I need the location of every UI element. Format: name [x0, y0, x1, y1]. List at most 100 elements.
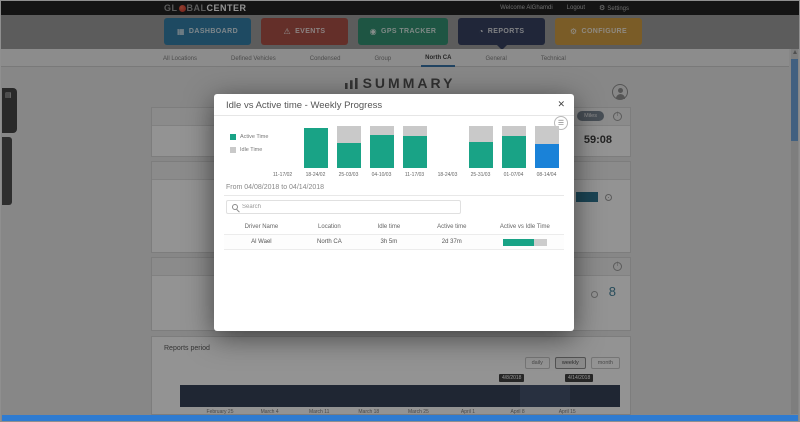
active-segment [369, 135, 394, 168]
legend-item-active[interactable]: Active Time [230, 134, 268, 140]
active-time-cell: 2d 37m [441, 239, 462, 245]
logout-link[interactable]: Logout [566, 5, 586, 11]
gps-pin-icon: ◉ [369, 27, 378, 36]
subnav-tab-defined-vehicles[interactable]: Defined Vehicles [231, 55, 276, 62]
idle-vs-active-modal: Idle vs Active time - Weekly Progress ✕ … [214, 94, 574, 331]
driver-name-cell: Al Wael [251, 239, 272, 245]
active-segment [402, 136, 427, 168]
stacked-bar [436, 126, 460, 168]
bar-slot[interactable]: 08-14/04 [530, 126, 563, 178]
timeline-axis-labels: February 25 March 4 March 11 March 18 March … [152, 409, 632, 417]
timeline-navigator[interactable] [180, 385, 620, 407]
info-icon[interactable] [613, 262, 622, 271]
events-icon: ⚠ [283, 27, 292, 36]
search-input[interactable] [242, 204, 442, 210]
location-cell: North CA [317, 239, 342, 245]
daily-button[interactable]: daily [524, 357, 550, 369]
count-value: 8 [608, 284, 616, 299]
nav-label: DASHBOARD [188, 28, 239, 35]
logo-text-center: CENTER [206, 3, 247, 13]
timeline-selected-range[interactable] [520, 385, 570, 407]
scrollbar-up-arrow-icon[interactable] [793, 50, 797, 54]
legend-item-idle[interactable]: Idle Time [230, 147, 268, 153]
subnav-tab-group[interactable]: Group [374, 55, 392, 62]
nav-button-gps-tracker[interactable]: ◉ GPS TRACKER [358, 18, 448, 45]
ring-icon [591, 291, 598, 298]
idle-time-swatch [230, 147, 236, 153]
timeline-date-label: April 15 [558, 409, 576, 415]
stacked-bar [336, 126, 361, 168]
reports-pie-icon: ◔ [478, 27, 484, 36]
user-avatar-icon[interactable] [612, 84, 628, 100]
modal-title-divider [214, 115, 574, 116]
report-subnav: All Locations Defined Vehicles Condensed… [1, 49, 789, 67]
active-segment [303, 128, 328, 168]
active-segment [501, 136, 526, 168]
divider [224, 195, 564, 196]
month-button[interactable]: month [590, 357, 620, 369]
info-icon[interactable] [613, 112, 622, 121]
ratio-bar-fill [502, 238, 534, 246]
logo-globe-icon [178, 4, 186, 12]
bar-slot[interactable]: 25-31/03 [464, 126, 497, 178]
bar-slot[interactable]: 11-17/02 [266, 126, 299, 178]
legend-label: Active Time [240, 134, 269, 140]
logo: GL BAL CENTER [164, 3, 247, 13]
subnav-tab-technical[interactable]: Technical [540, 55, 566, 62]
scrollbar-track[interactable] [791, 49, 798, 414]
nav-button-events[interactable]: ⚠ EVENTS [261, 18, 348, 45]
close-icon[interactable]: ✕ [557, 99, 565, 109]
bar-slot[interactable]: 18-24/03 [431, 126, 464, 178]
idle-segment [336, 126, 361, 143]
side-panel-tab-top[interactable] [2, 88, 17, 133]
logo-text-bal: BAL [186, 3, 207, 13]
mini-bar [576, 192, 598, 202]
nav-label: EVENTS [295, 28, 326, 35]
stacked-bar [271, 126, 295, 168]
chart-legend: Active Time Idle Time [230, 134, 268, 160]
welcome-text: Welcome AlGhamdi [500, 5, 553, 11]
ratio-bar [502, 238, 547, 246]
col-driver-name: Driver Name [244, 224, 279, 230]
miles-toggle-button[interactable]: Miles [577, 111, 604, 121]
period-granularity-buttons: daily weekly month [524, 357, 620, 369]
logo-text-gl: GL [164, 3, 178, 13]
idle-time-cell: 3h 5m [380, 239, 398, 245]
stacked-bar [501, 126, 526, 168]
idle-segment [402, 126, 427, 137]
drivers-table: Driver Name Location Idle time Active ti… [224, 220, 564, 250]
timeline-date-label: March 25 [407, 409, 429, 415]
nav-button-dashboard[interactable]: ▦ DASHBOARD [164, 18, 251, 45]
side-panel-tab-bottom[interactable] [2, 137, 12, 205]
date-range-text: From 04/08/2018 to 04/14/2018 [226, 184, 325, 191]
timeline-date-label: March 18 [358, 409, 380, 415]
scrollbar-thumb[interactable] [791, 59, 798, 141]
bar-slot[interactable]: 01-07/04 [497, 126, 530, 178]
weekly-button[interactable]: weekly [554, 357, 586, 369]
nav-button-configure[interactable]: ⚙ CONFIGURE [555, 18, 642, 45]
nav-label: CONFIGURE [581, 28, 628, 35]
bar-date-label: 04-10/03 [371, 172, 392, 178]
bar-slot[interactable]: 25-03/03 [332, 126, 365, 178]
bar-date-label: 25-31/03 [470, 172, 491, 178]
subnav-tab-condensed[interactable]: Condensed [309, 55, 341, 62]
timeline-date-label: March 4 [260, 409, 279, 415]
active-nav-caret [496, 45, 507, 50]
subnav-tab-all-locations[interactable]: All Locations [163, 55, 198, 62]
weekly-stacked-bars: 11-17/02 18-24/02 25-03/03 04-10/03 11-17/03… [266, 126, 563, 178]
bar-date-label: 11-17/02 [272, 172, 293, 178]
idle-segment [501, 126, 526, 137]
settings-link[interactable]: ⚙ Settings [599, 5, 629, 12]
bar-slot[interactable]: 11-17/03 [398, 126, 431, 178]
subnav-tab-north-ca[interactable]: North CA [421, 50, 456, 67]
subnav-tab-general[interactable]: General [485, 55, 507, 62]
bar-slot[interactable]: 04-10/03 [365, 126, 398, 178]
chart-export-menu-icon[interactable]: ☰ [554, 116, 568, 130]
gear-icon: ⚙ [599, 5, 606, 12]
bar-slot[interactable]: 18-24/02 [299, 126, 332, 178]
nav-label: GPS TRACKER [381, 28, 437, 35]
timeline-date-label: April 8 [510, 409, 525, 415]
nav-button-reports[interactable]: ◔ REPORTS [458, 18, 545, 50]
table-row[interactable]: Al Wael North CA 3h 5m 2d 37m [224, 234, 564, 250]
